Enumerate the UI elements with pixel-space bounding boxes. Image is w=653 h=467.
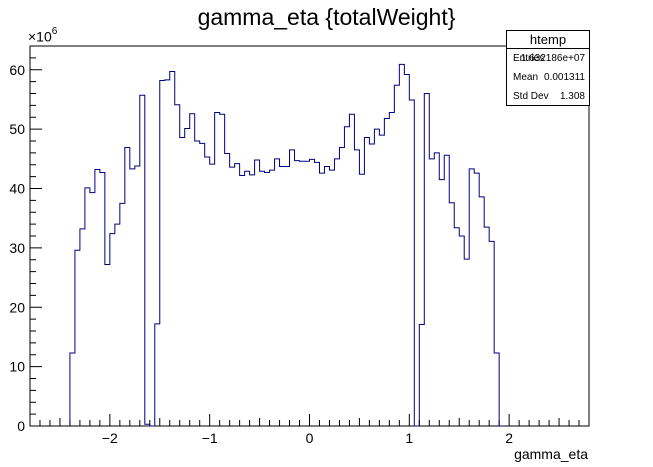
stats-row-mean: Mean 0.001311 — [507, 68, 589, 87]
stats-box: htemp Entries 1.632186e+07 Mean 0.001311… — [506, 30, 590, 106]
histogram-series-line — [69, 63, 505, 427]
stats-row-stddev: Std Dev 1.308 — [507, 87, 589, 106]
stats-row-entries: Entries 1.632186e+07 — [507, 49, 589, 68]
y-tick-label: 20 — [9, 299, 25, 315]
stats-key: Std Dev — [513, 91, 549, 102]
y-axis: 0 10 20 30 40 50 60 — [9, 45, 42, 434]
y-tick-label: 10 — [9, 359, 25, 375]
x-tick-label: 0 — [306, 430, 314, 446]
stats-key: Mean — [513, 72, 539, 83]
x-tick-label: −1 — [202, 430, 218, 446]
stats-value: 1.308 — [559, 91, 585, 102]
y-multiplier-base: ×10 — [28, 28, 52, 45]
stats-key: Entries — [513, 53, 545, 64]
x-axis-label: gamma_eta — [514, 446, 588, 462]
x-tick-label: 1 — [405, 430, 413, 446]
y-tick-label: 0 — [17, 418, 25, 434]
y-tick-label: 30 — [9, 240, 25, 256]
x-tick-label: −2 — [102, 430, 118, 446]
y-multiplier-exponent: 6 — [51, 26, 58, 37]
stats-value: 1.632186e+07 — [520, 53, 585, 64]
y-tick-label: 40 — [9, 181, 25, 197]
y-tick-label: 50 — [9, 121, 25, 137]
chart-title: gamma_eta {totalWeight} — [197, 4, 456, 30]
y-tick-label: 60 — [9, 62, 25, 78]
x-tick-label: 2 — [505, 430, 513, 446]
y-axis-multiplier: ×106 — [28, 26, 58, 45]
x-axis: −2 −1 0 1 2 — [39, 414, 580, 446]
stats-value: 0.001311 — [544, 72, 585, 83]
stats-box-title: htemp — [507, 31, 589, 49]
